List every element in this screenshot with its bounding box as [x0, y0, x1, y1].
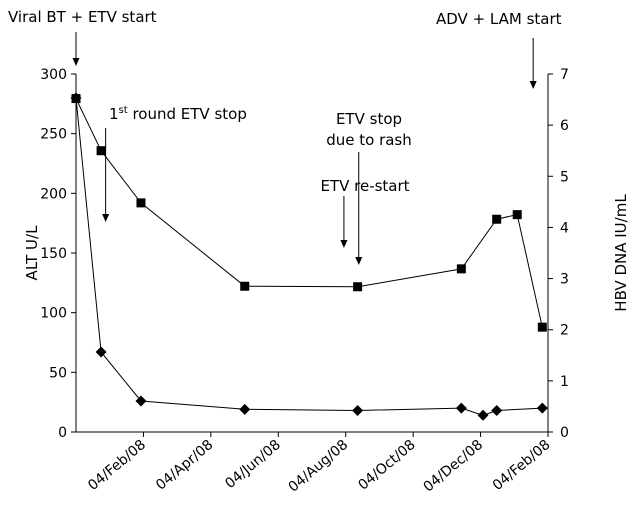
annotation-line: round ETV stop	[128, 105, 247, 123]
left-tick-label: 250	[40, 127, 67, 143]
annotation-arrow-head	[355, 257, 362, 265]
left-tick-label: 200	[40, 186, 67, 202]
right-axis-ticks: 0 1 2 3 4 5 6 7	[548, 67, 569, 441]
annotation-text: due to rash	[326, 131, 412, 149]
left-tick-label: 50	[49, 365, 67, 381]
series-0-square-marker	[353, 282, 362, 291]
series-0-square-marker	[97, 146, 106, 155]
series-layer	[71, 92, 548, 420]
series-1-diamond-marker	[537, 403, 548, 414]
right-tick-label: 2	[560, 323, 569, 339]
right-tick-label: 1	[560, 374, 569, 390]
series-0-square-marker	[136, 198, 145, 207]
series-1-diamond-marker	[352, 405, 363, 416]
annotation-viral-bt: Viral BT + ETV start	[8, 8, 157, 66]
plot-frame	[76, 74, 548, 432]
annotation-arrow-head	[102, 214, 109, 222]
annotation-arrow-head	[340, 240, 347, 248]
right-tick-label: 4	[560, 220, 569, 236]
right-tick-label: 0	[560, 425, 569, 441]
annotation-layer: Viral BT + ETV start 1st round ETV stop ET…	[8, 8, 562, 265]
series-1-diamond-marker	[135, 395, 146, 406]
right-tick-label: 6	[560, 118, 569, 134]
left-axis-title: ALT U/L	[23, 225, 41, 281]
right-axis-title: HBV DNA IU/mL	[612, 194, 630, 312]
annotation-etv-restart: ETV re-start	[320, 177, 409, 248]
x-tick-label: 04/Feb/08	[490, 437, 554, 494]
left-tick-label: 0	[58, 425, 67, 441]
annotation-text: 1st round ETV stop	[109, 105, 247, 123]
left-axis-ticks: 0 50 100 150 200 250 300	[40, 67, 76, 441]
series-0-square-marker	[538, 323, 547, 332]
series-0-square-marker	[513, 210, 522, 219]
x-tick-label: 04/Apr/08	[153, 437, 216, 494]
series-0-square-marker	[492, 215, 501, 224]
left-tick-label: 150	[40, 246, 67, 262]
right-tick-label: 5	[560, 169, 569, 185]
annotation-ordinal: 1	[109, 105, 119, 123]
annotation-superscript: st	[119, 105, 128, 116]
annotation-arrow-head	[530, 81, 537, 89]
series-1-diamond-marker	[456, 403, 467, 414]
annotation-arrow-head	[73, 58, 80, 66]
series-0-square-marker	[240, 282, 249, 291]
annotation-text: ETV stop	[336, 110, 402, 128]
annotation-text: Viral BT + ETV start	[8, 8, 157, 26]
x-tick-label: 04/Oct/08	[355, 437, 418, 494]
x-tick-label: 04/Jun/08	[222, 437, 284, 492]
annotation-adv-lam-start: ADV + LAM start	[436, 10, 562, 89]
x-axis-ticks: 04/Feb/08 04/Apr/08 04/Jun/08 04/Aug/08 04/O…	[85, 432, 553, 496]
annotation-text: ETV re-start	[320, 177, 409, 195]
series-1-diamond-marker	[239, 404, 250, 415]
right-tick-label: 3	[560, 272, 569, 288]
series-1-diamond-marker	[491, 405, 502, 416]
left-tick-label: 300	[40, 67, 67, 83]
annotation-first-round-stop: 1st round ETV stop	[102, 105, 247, 222]
right-tick-label: 7	[560, 67, 569, 83]
x-tick-label: 04/Aug/08	[286, 437, 352, 496]
series-1-line	[76, 98, 542, 415]
series-0-line	[76, 99, 542, 328]
x-tick-label: 04/Dec/08	[421, 437, 487, 496]
x-tick-label: 04/Feb/08	[85, 437, 149, 494]
series-1-diamond-marker	[96, 347, 107, 358]
series-0-square-marker	[457, 264, 466, 273]
series-1-diamond-marker	[478, 410, 489, 421]
left-tick-label: 100	[40, 306, 67, 322]
annotation-text: ADV + LAM start	[436, 10, 562, 28]
